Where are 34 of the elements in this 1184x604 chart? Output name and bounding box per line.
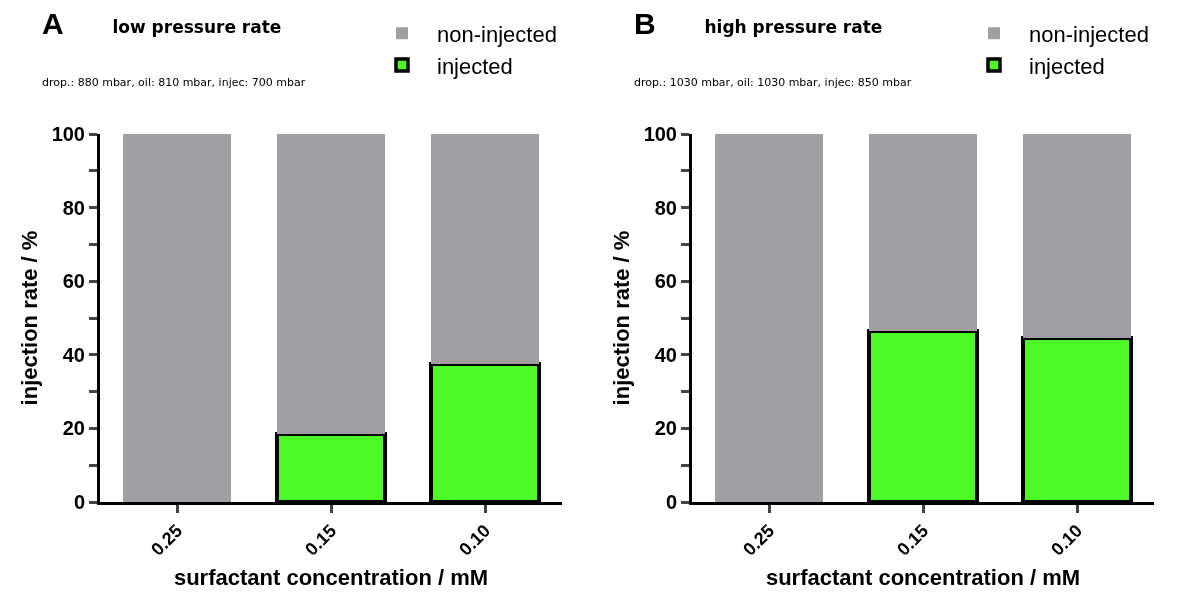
y-axis-title: injection rate / % (17, 230, 43, 406)
legend-label: non-injected (437, 21, 557, 47)
x-axis-title: surfactant concentration / mM (765, 565, 1081, 591)
bar (431, 134, 539, 364)
chart-title: high pressure rate (704, 17, 883, 38)
y-tick-label: 40 (62, 343, 85, 366)
y-tick-label: 20 (62, 417, 85, 440)
bar (715, 134, 823, 502)
y-tick-label: 100 (643, 123, 677, 145)
text: A (42, 7, 64, 40)
chart-subtitle: drop.: 1030 mbar, oil: 1030 mbar, injec: 850 mbar (634, 76, 912, 89)
chart-subtitle: drop.: 880 mbar, oil: 810 mbar, injec: 700 mbar (42, 76, 306, 89)
x-tick-label: 0.10 (455, 520, 495, 560)
y-axis-title: injection rate / % (609, 230, 635, 406)
legend-label: injected (1029, 53, 1105, 79)
y-tick-label: 0 (665, 491, 677, 513)
bar (123, 134, 231, 502)
chart-title: low pressure rate (112, 17, 282, 38)
bar (277, 134, 385, 434)
bar (1023, 134, 1131, 339)
y-tick-label: 0 (73, 491, 85, 513)
text: B (634, 7, 656, 40)
x-axis-title: surfactant concentration / mM (173, 565, 489, 591)
y-tick-label: 20 (654, 417, 677, 440)
y-tick-label: 60 (654, 270, 677, 293)
bar (869, 134, 977, 331)
y-tick-label: 80 (654, 196, 677, 219)
y-tick-label: 60 (62, 270, 85, 293)
legend-label: injected (437, 53, 513, 79)
y-tick-label: 40 (654, 343, 677, 366)
legend-label: non-injected (1029, 21, 1149, 47)
x-tick-label: 0.10 (1047, 520, 1087, 560)
y-tick-label: 80 (62, 196, 85, 219)
y-tick-label: 100 (51, 123, 85, 145)
